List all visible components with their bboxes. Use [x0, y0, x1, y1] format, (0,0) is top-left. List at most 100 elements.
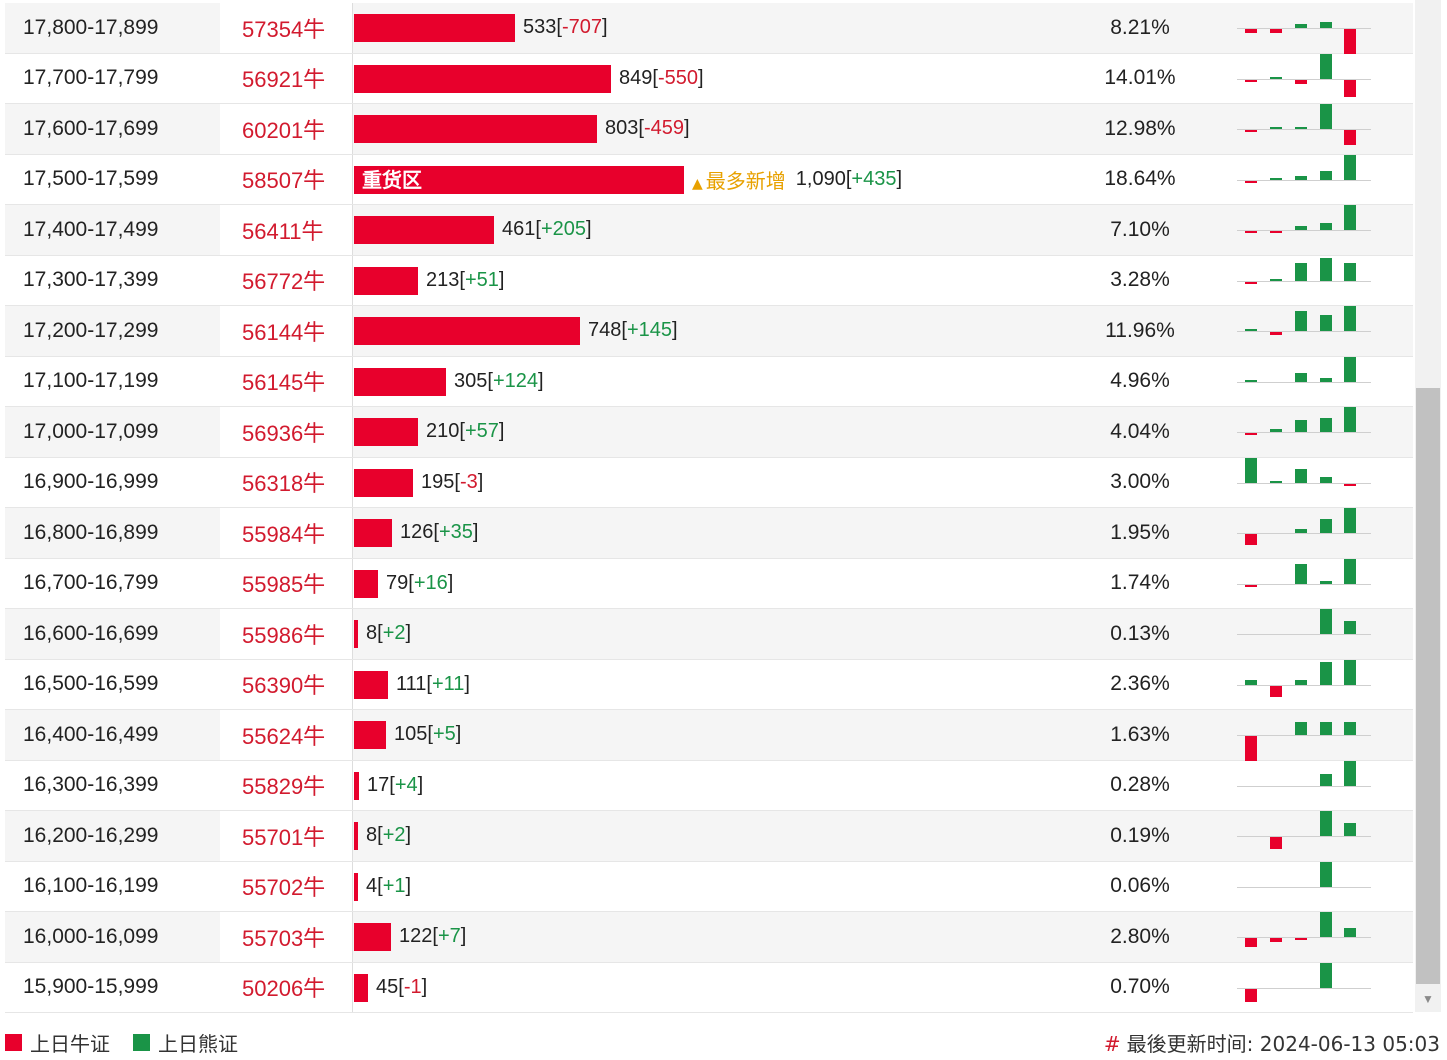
trend-sparkline [1237, 205, 1371, 255]
code-cell: 55624牛 [220, 710, 352, 760]
warrant-code-link[interactable]: 58507牛 [242, 168, 326, 194]
quantity-bar [354, 317, 580, 345]
warrant-code-link[interactable]: 56411牛 [242, 218, 324, 244]
warrant-code-link[interactable]: 57354牛 [242, 16, 326, 42]
code-cell: 56390牛 [220, 660, 352, 710]
sparkline-axis [1237, 28, 1371, 29]
quantity-value: 748 [+145] [588, 306, 678, 356]
quantity-bar [354, 822, 358, 850]
quantity-change: +35 [438, 521, 473, 544]
warrant-code-link[interactable]: 56936牛 [242, 420, 326, 446]
quantity-bar [354, 64, 611, 93]
sparkline-bar [1320, 609, 1332, 634]
quantity-bar-cell: 803 [-459] [352, 104, 690, 154]
sparkline-bar [1320, 962, 1332, 988]
heavy-zone-label: 重货区 [362, 167, 422, 192]
price-range: 16,100-16,199 [23, 874, 159, 898]
quantity-change: +2 [382, 622, 406, 645]
warrant-code-link[interactable]: 56145牛 [242, 370, 326, 396]
warrant-code-link[interactable]: 50206牛 [242, 976, 326, 1002]
bracket: ] [477, 470, 484, 493]
sparkline-bar [1344, 262, 1356, 281]
bracket: ] [421, 975, 428, 998]
sparkline-axis [1237, 381, 1371, 383]
price-range: 16,200-16,299 [23, 823, 159, 847]
code-cell: 55985牛 [220, 559, 352, 609]
sparkline-bar [1320, 53, 1332, 79]
trend-sparkline [1237, 811, 1371, 861]
trend-sparkline [1237, 659, 1371, 710]
sparkline-bar [1344, 722, 1356, 735]
table-row: 16,400-16,499 55624牛 105 [+5] 1.63% [5, 710, 1413, 761]
percentage: 11.96% [1105, 318, 1175, 342]
warrant-code-link[interactable]: 55985牛 [242, 572, 326, 598]
sparkline-bar [1320, 418, 1332, 432]
quantity-bar-cell: 79 [+16] [352, 558, 453, 608]
bracket: ] [405, 824, 412, 847]
warrant-code-link[interactable]: 56144牛 [242, 319, 326, 345]
percentage: 12.98% [1104, 116, 1176, 140]
sparkline-bar [1320, 661, 1332, 685]
code-cell: 56921牛 [220, 54, 352, 104]
warrant-code-link[interactable]: 55702牛 [242, 875, 326, 901]
sparkline-bar [1245, 281, 1257, 284]
sparkline-bar [1344, 823, 1356, 836]
table-row: 16,500-16,599 56390牛 111 [+11] 2.36% [5, 659, 1413, 710]
hash-icon: # [1103, 1032, 1121, 1056]
sparkline-bar [1295, 175, 1307, 180]
scrollbar[interactable]: ▼ [1415, 0, 1441, 1012]
table-row: 16,000-16,099 55703牛 122 [+7] 2.80% [5, 912, 1413, 963]
bracket: [ [398, 975, 404, 998]
quantity-bar [354, 418, 418, 446]
sparkline-bar [1245, 534, 1257, 545]
quantity-change: +5 [432, 723, 456, 746]
table-row: 15,900-15,999 50206牛 45 [-1] 0.70% [5, 962, 1413, 1013]
sparkline-bar [1295, 226, 1307, 230]
percentage: 2.80% [1110, 924, 1170, 948]
quantity-change: -459 [643, 117, 684, 140]
table-row: 16,600-16,699 55986牛 8 [+2] 0.13% [5, 609, 1413, 660]
sparkline-bar [1295, 468, 1307, 483]
quantity-value: 105 [+5] [394, 710, 461, 760]
warrant-code-link[interactable]: 56390牛 [242, 673, 326, 699]
sparkline-bar [1245, 329, 1257, 331]
price-range: 16,400-16,499 [23, 722, 159, 746]
price-range: 17,500-17,599 [23, 167, 159, 191]
warrant-code-link[interactable]: 55984牛 [242, 521, 326, 547]
scrollbar-thumb[interactable] [1416, 388, 1440, 984]
warrant-code-link[interactable]: 55829牛 [242, 774, 326, 800]
quantity-bar [354, 519, 392, 547]
sparkline-bar [1344, 928, 1356, 937]
sparkline-axis [1237, 987, 1371, 989]
warrant-code-link[interactable]: 55701牛 [242, 824, 326, 850]
code-cell: 56936牛 [220, 407, 352, 457]
percentage: 3.00% [1110, 470, 1170, 494]
warrant-code-link[interactable]: 56921牛 [242, 67, 326, 93]
quantity-number: 17 [367, 773, 390, 796]
bracket: ] [586, 218, 592, 241]
sparkline-bar [1245, 433, 1257, 435]
warrant-code-link[interactable]: 60201牛 [242, 117, 326, 143]
sparkline-bar [1270, 837, 1282, 849]
legend-bull: 上日牛证 [5, 1028, 110, 1057]
warrant-code-link[interactable]: 55624牛 [242, 723, 326, 749]
warrant-code-link[interactable]: 55703牛 [242, 925, 326, 951]
sparkline-bar [1295, 529, 1307, 533]
percentage: 0.28% [1110, 773, 1170, 797]
bull-swatch-icon [5, 1034, 22, 1051]
sparkline-bar [1270, 177, 1282, 180]
code-cell: 56145牛 [220, 357, 352, 407]
trend-sparkline [1237, 760, 1371, 811]
quantity-change: +51 [464, 268, 499, 291]
warrant-code-link[interactable]: 56772牛 [242, 269, 326, 295]
warrant-code-link[interactable]: 56318牛 [242, 471, 326, 497]
quantity-bar [354, 872, 358, 901]
scroll-down-arrow-icon[interactable]: ▼ [1422, 992, 1434, 1006]
warrant-code-link[interactable]: 55986牛 [242, 622, 326, 648]
sparkline-bar [1320, 315, 1332, 331]
most-increase-flag: ▲ 最多新增 [692, 165, 786, 194]
bracket: ] [455, 723, 462, 746]
bracket: [ [535, 218, 541, 241]
trend-sparkline [1237, 407, 1371, 457]
bracket: [ [556, 16, 562, 39]
